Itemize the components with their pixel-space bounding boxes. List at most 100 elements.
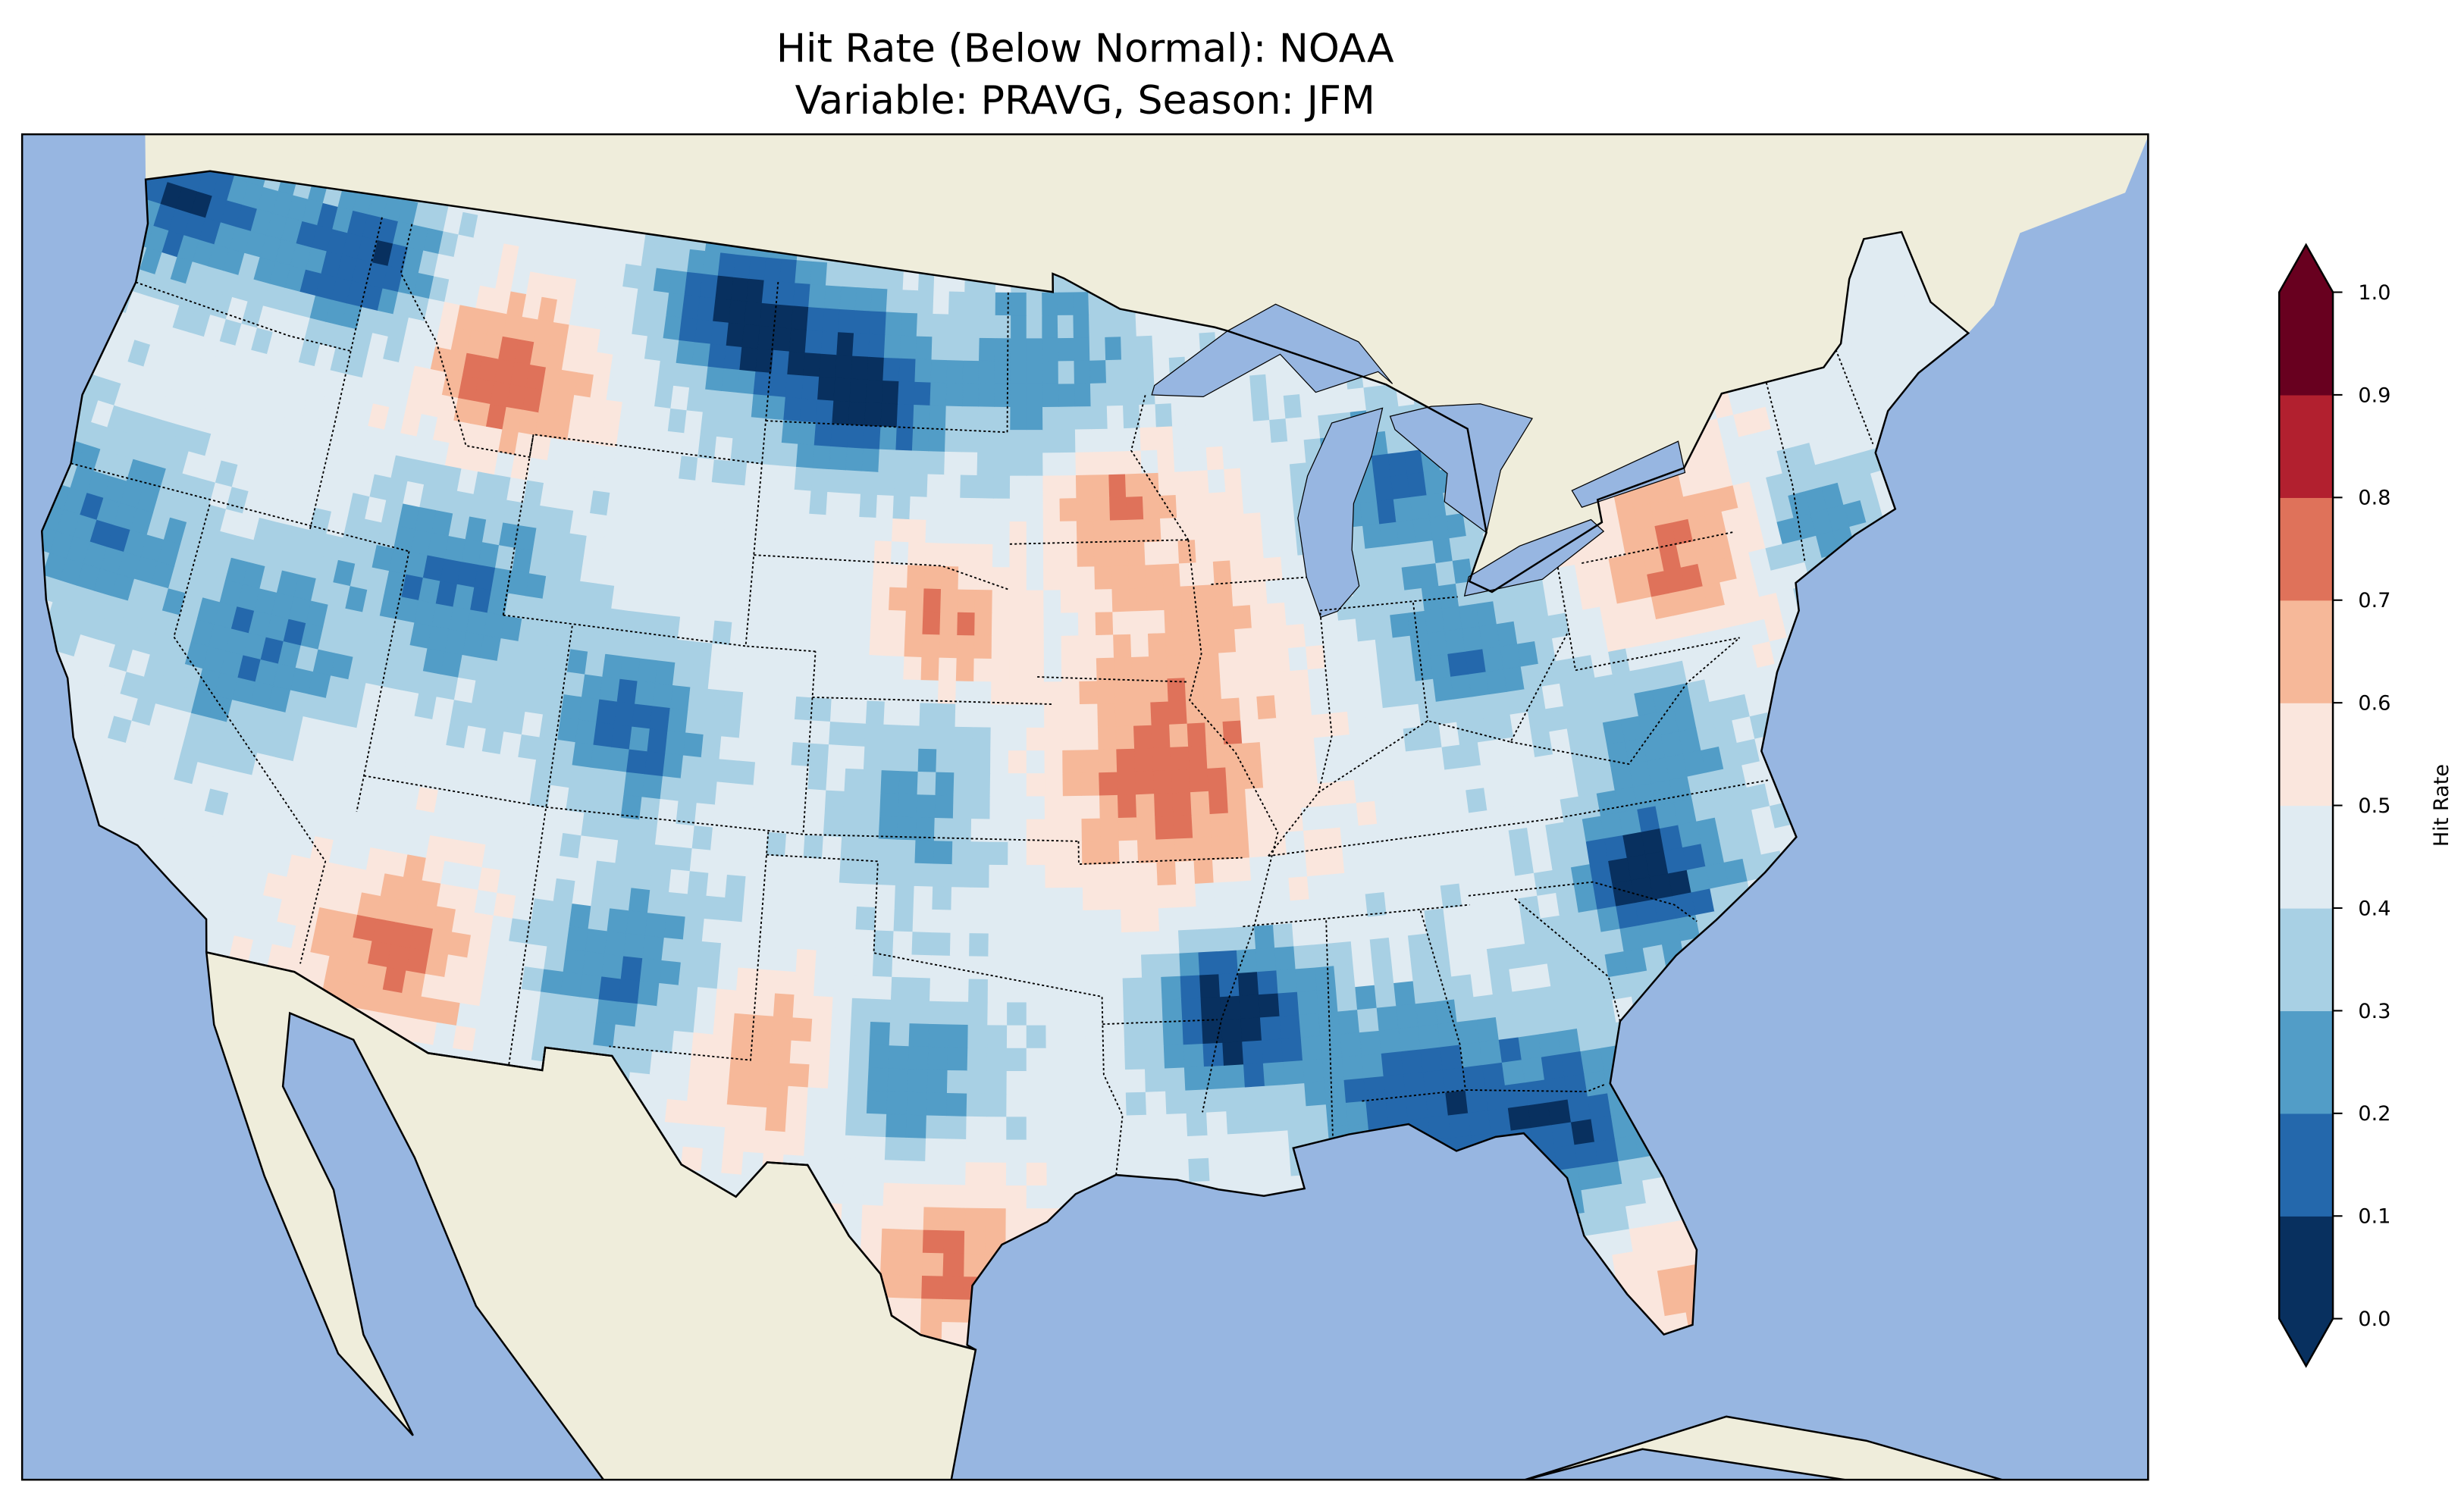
heatmap-cell	[939, 634, 958, 659]
heatmap-cell	[534, 875, 557, 901]
heatmap-cell	[588, 628, 610, 654]
heatmap-cell	[1121, 954, 1143, 979]
heatmap-cell	[1239, 695, 1259, 721]
heatmap-cell	[1166, 1112, 1188, 1138]
heatmap-cell	[1006, 1047, 1027, 1072]
heatmap-cell	[1007, 932, 1027, 957]
heatmap-cell	[1064, 978, 1086, 1003]
heatmap-cell	[1306, 1104, 1329, 1129]
heatmap-cell	[905, 1113, 927, 1139]
heatmap-cell	[1333, 756, 1355, 782]
heatmap-cell	[1420, 1046, 1444, 1073]
heatmap-cell	[1449, 535, 1470, 561]
heatmap-cell	[1230, 559, 1249, 584]
heatmap-cell	[710, 826, 732, 852]
heatmap-cell	[1065, 1070, 1087, 1095]
heatmap-cell	[973, 634, 992, 659]
heatmap-cell	[754, 991, 776, 1016]
heatmap-cell	[676, 478, 696, 503]
heatmap-cell	[1143, 1045, 1165, 1070]
heatmap-cell	[1622, 1179, 1647, 1207]
heatmap-cell	[716, 965, 739, 991]
heatmap-cell	[910, 472, 929, 497]
heatmap-cell	[721, 528, 741, 554]
heatmap-cell	[1026, 589, 1045, 613]
heatmap-cell	[652, 844, 675, 869]
heatmap-cell	[970, 863, 990, 888]
heatmap-cell	[1163, 1044, 1185, 1069]
heatmap-cell	[703, 1125, 726, 1151]
heatmap-cell	[726, 1081, 750, 1107]
heatmap-cell	[726, 483, 746, 509]
heatmap-cell	[1360, 845, 1383, 872]
heatmap-cell	[585, 928, 608, 954]
heatmap-cell	[541, 968, 564, 995]
heatmap-cell	[1272, 922, 1295, 948]
heatmap-cell	[757, 509, 777, 534]
heatmap-cell	[1362, 523, 1383, 549]
heatmap-cell	[1401, 565, 1422, 590]
heatmap-cell	[1269, 418, 1288, 443]
heatmap-cell	[1175, 493, 1195, 518]
heatmap-cell	[1217, 628, 1237, 653]
heatmap-cell	[929, 977, 951, 1002]
heatmap-cell	[479, 982, 503, 1010]
cuba-land	[1525, 1416, 2002, 1480]
heatmap-cell	[659, 960, 682, 985]
heatmap-cell	[569, 764, 591, 791]
heatmap-cell	[1221, 1018, 1243, 1043]
heatmap-cell	[848, 676, 869, 701]
heatmap-cell	[725, 667, 746, 693]
heatmap-cell	[1365, 707, 1386, 733]
heatmap-cell	[660, 775, 682, 801]
heatmap-cell	[990, 703, 1010, 728]
heatmap-cell	[834, 629, 854, 655]
heatmap-cell	[639, 957, 663, 984]
heatmap-cell	[650, 866, 672, 893]
heatmap-cell	[1398, 1026, 1422, 1052]
heatmap-cell	[1340, 641, 1361, 666]
heatmap-cell	[1125, 1091, 1147, 1116]
heatmap-cell	[680, 754, 702, 781]
heatmap-cell	[1408, 771, 1430, 797]
heatmap-cell	[1480, 762, 1503, 788]
heatmap-cell	[688, 525, 708, 551]
heatmap-cell	[1477, 877, 1500, 904]
heatmap-cell	[719, 942, 741, 968]
heatmap-cell	[1488, 691, 1511, 718]
heatmap-cell	[738, 714, 760, 740]
heatmap-cell	[1241, 489, 1261, 514]
heatmap-cell	[599, 675, 621, 702]
heatmap-cell	[1324, 1079, 1346, 1105]
heatmap-cell	[667, 707, 689, 733]
heatmap-cell	[421, 973, 446, 1001]
heatmap-cell	[738, 944, 760, 969]
heatmap-cell	[1205, 721, 1225, 746]
heatmap-cell	[783, 603, 804, 628]
heatmap-cell	[743, 669, 763, 694]
heatmap-cell	[873, 540, 892, 565]
heatmap-cell	[709, 481, 729, 507]
heatmap-cell	[732, 782, 754, 808]
heatmap-cell	[945, 1138, 967, 1163]
heatmap-cell	[1148, 655, 1168, 680]
heatmap-cell	[1456, 1019, 1480, 1045]
heatmap-cell	[1188, 1157, 1211, 1182]
heatmap-cell	[525, 943, 548, 969]
heatmap-cell	[1383, 1073, 1406, 1099]
heatmap-cell	[726, 850, 748, 877]
heatmap-cell	[1297, 760, 1318, 785]
heatmap-cell	[1274, 693, 1295, 719]
heatmap-cell	[894, 885, 915, 910]
heatmap-cell	[795, 443, 815, 468]
heatmap-cell	[1267, 1129, 1290, 1155]
heatmap-cell	[1249, 855, 1271, 881]
heatmap-cell	[842, 813, 862, 838]
heatmap-cell	[913, 885, 934, 910]
heatmap-cell	[1196, 928, 1218, 953]
heatmap-cell	[701, 1148, 724, 1173]
heatmap-cell	[704, 894, 726, 921]
heatmap-cell	[1180, 584, 1199, 609]
heatmap-cell	[1276, 968, 1298, 994]
heatmap-cell	[1108, 450, 1126, 475]
